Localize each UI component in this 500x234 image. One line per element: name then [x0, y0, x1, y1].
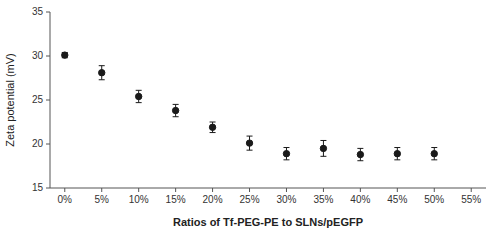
x-tick-label: 35% [313, 194, 333, 205]
y-tick-label: 35 [32, 6, 44, 17]
y-axis-label: Zeta potential (mV) [4, 53, 16, 147]
x-tick-label: 55% [461, 194, 481, 205]
x-tick-label: 25% [240, 194, 260, 205]
x-tick [175, 188, 176, 192]
x-tick [286, 188, 287, 192]
error-bar [173, 104, 179, 116]
point [172, 107, 178, 113]
x-tick-label: 15% [166, 194, 186, 205]
x-axis-label: Ratios of Tf-PEG-PE to SLNs/pEGFP [173, 216, 363, 228]
x-tick-label: 20% [203, 194, 223, 205]
x-tick [64, 188, 65, 192]
x-axis-line [50, 188, 486, 189]
error-bar [136, 90, 142, 102]
x-tick [212, 188, 213, 192]
point [320, 145, 326, 151]
point [135, 93, 141, 99]
error-bar [283, 148, 289, 160]
x-tick [360, 188, 361, 192]
point [62, 52, 68, 58]
x-tick-label: 5% [95, 194, 110, 205]
x-tick-label: 40% [350, 194, 370, 205]
plot-marks [62, 52, 438, 161]
error-bar [320, 140, 326, 156]
y-tick [46, 100, 50, 101]
x-tick-label: 0% [58, 194, 73, 205]
y-axis-line [50, 12, 51, 188]
y-tick-label: 15 [32, 182, 44, 193]
y-tick-label: 30 [32, 50, 44, 61]
y-tick-label: 25 [32, 94, 44, 105]
chart: 15 20 25 30 35 0% 5% 10% 15% 20% 25% 30% 35% 40% 45% 50… [0, 0, 500, 234]
error-bar [210, 122, 216, 133]
y-tick [46, 56, 50, 57]
x-tick [323, 188, 324, 192]
x-tick [397, 188, 398, 192]
error-bar [394, 148, 400, 160]
error-bar [357, 148, 363, 160]
error-bar [99, 66, 105, 80]
y-tick-label: 20 [32, 138, 44, 149]
x-tick-label: 50% [424, 194, 444, 205]
point [357, 151, 363, 157]
point [431, 150, 437, 156]
x-tick-label: 30% [276, 194, 296, 205]
y-tick [46, 188, 50, 189]
x-tick [101, 188, 102, 192]
point [99, 70, 105, 76]
error-bar [431, 148, 437, 160]
x-tick [249, 188, 250, 192]
error-bar [62, 52, 68, 57]
x-tick-label: 45% [387, 194, 407, 205]
x-tick [434, 188, 435, 192]
error-bar [247, 136, 253, 150]
y-tick [46, 144, 50, 145]
y-tick [46, 12, 50, 13]
point [209, 124, 215, 130]
x-tick [138, 188, 139, 192]
point [246, 140, 252, 146]
point [283, 150, 289, 156]
point [394, 150, 400, 156]
x-tick [471, 188, 472, 192]
x-tick-label: 10% [129, 194, 149, 205]
